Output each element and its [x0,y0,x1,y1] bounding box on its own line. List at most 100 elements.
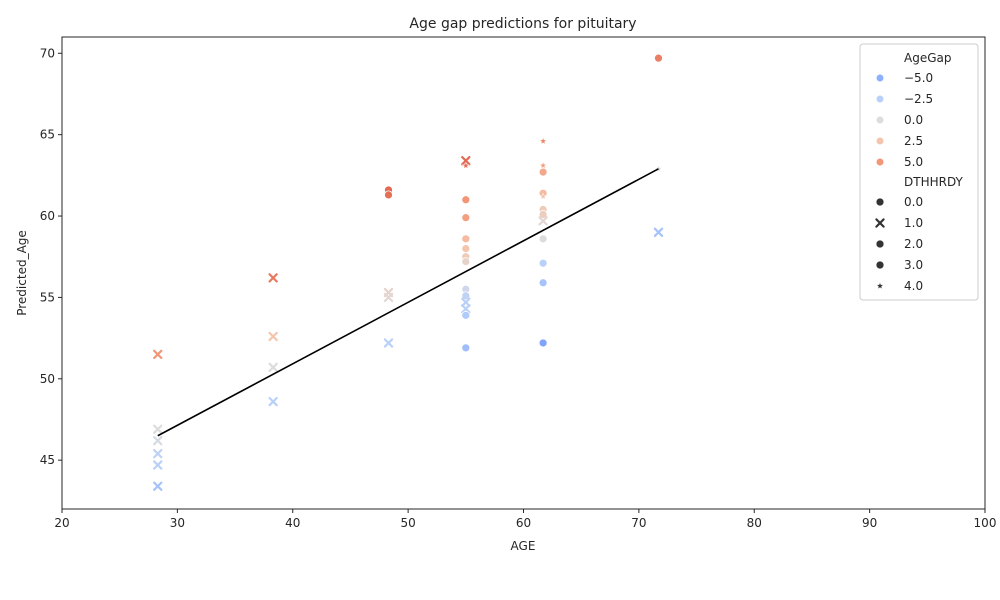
x-tick-label: 90 [862,516,877,530]
data-point [461,297,471,307]
data-point [539,136,548,145]
legend-hue-label: −5.0 [904,71,933,85]
legend-hue-swatch [876,158,884,166]
trend-line-group [157,168,659,437]
legend-style-marker [875,260,885,270]
data-point [268,396,278,407]
data-point [153,460,163,470]
data-point-stroke [538,216,548,226]
x-axis: 20 30 40 50 60 70 80 90 100 [54,509,996,530]
data-point [461,343,471,353]
data-point [268,362,278,373]
data-point [538,278,548,288]
x-tick-label: 80 [747,516,762,530]
data-point [538,258,548,268]
trend-line [157,168,659,437]
chart-title: Age gap predictions for pituitary [409,16,636,32]
legend-style-label: 2.0 [904,237,923,251]
data-point [461,291,471,301]
data-point [539,161,548,169]
data-point-stroke [153,349,163,360]
data-point-stroke [268,362,278,373]
legend-style-marker [876,281,884,290]
legend-style-label: 1.0 [904,216,923,230]
legend-hue-swatch [876,137,884,145]
data-point [153,481,163,491]
data-point [383,292,394,303]
data-point [538,167,548,177]
data-points [153,53,664,491]
data-point-stroke [268,273,278,283]
data-point-stroke [461,155,471,166]
x-tick-label: 50 [400,516,415,530]
y-tick-label: 70 [40,46,55,60]
data-point-stroke [461,297,471,307]
data-point [153,435,163,446]
legend-hue-label: 5.0 [904,155,923,169]
legend-hue-entries: −5.0 −2.5 0.0 2.5 5.0 [876,71,933,169]
data-point [538,338,548,348]
legend-hue-swatch [876,116,884,124]
data-point [384,190,393,200]
y-tick-label: 55 [40,290,55,304]
data-point [461,234,471,244]
legend-style-entries: 0.0 1.0 2.0 3.0 4.0 [875,195,923,293]
data-point [538,216,548,226]
y-tick-label: 60 [40,209,55,223]
data-point-stroke [268,396,278,407]
data-point-stroke [383,292,394,303]
y-tick-label: 65 [40,128,55,142]
legend-hue-swatch [876,95,884,103]
data-point [461,304,471,314]
data-point [654,53,663,63]
data-point [538,234,548,244]
data-point [268,331,278,342]
legend-hue-swatch [876,74,884,82]
x-axis-label: AGE [511,539,536,553]
data-point [653,227,664,238]
x-tick-label: 40 [285,516,300,530]
data-point-stroke [153,424,163,434]
legend-hue-title: AgeGap [904,51,951,65]
data-point [153,349,163,360]
data-point [383,338,394,348]
y-axis-label: Predicted_Age [15,230,29,316]
legend-style-marker [875,197,885,207]
legend-style-label: 4.0 [904,279,923,293]
data-point-stroke [153,481,163,491]
data-point-stroke [383,338,394,348]
legend-style-marker [875,218,885,228]
data-point [268,273,278,283]
y-axis: 45 50 55 60 65 70 [40,46,62,467]
data-point [539,192,548,200]
x-tick-label: 20 [54,516,69,530]
data-point-stroke [153,448,163,459]
data-point [461,155,471,166]
legend-hue-label: −2.5 [904,92,933,106]
data-point [654,164,663,173]
data-point-stroke [153,460,163,470]
data-point [461,213,471,223]
x-tick-label: 60 [516,516,531,530]
legend-style-label: 0.0 [904,195,923,209]
legend-style-title: DTHHRDY [904,175,964,189]
x-tick-label: 30 [170,516,185,530]
data-point [461,244,471,253]
data-point [461,257,471,266]
data-point-stroke [153,435,163,446]
legend: AgeGap −5.0 −2.5 0.0 2.5 5.0 DTHHRDY 0.0 1.0 2… [859,43,979,301]
data-point [153,424,163,434]
data-point [153,448,163,459]
data-point [538,210,548,219]
data-point [461,195,471,205]
data-point [461,310,471,320]
data-point-stroke [461,304,471,314]
y-tick-label: 50 [40,372,55,386]
legend-style-marker-stroke [875,218,885,228]
legend-hue-label: 0.0 [904,113,923,127]
y-tick-label: 45 [40,453,55,467]
legend-hue-label: 2.5 [904,134,923,148]
legend-frame [859,43,979,301]
